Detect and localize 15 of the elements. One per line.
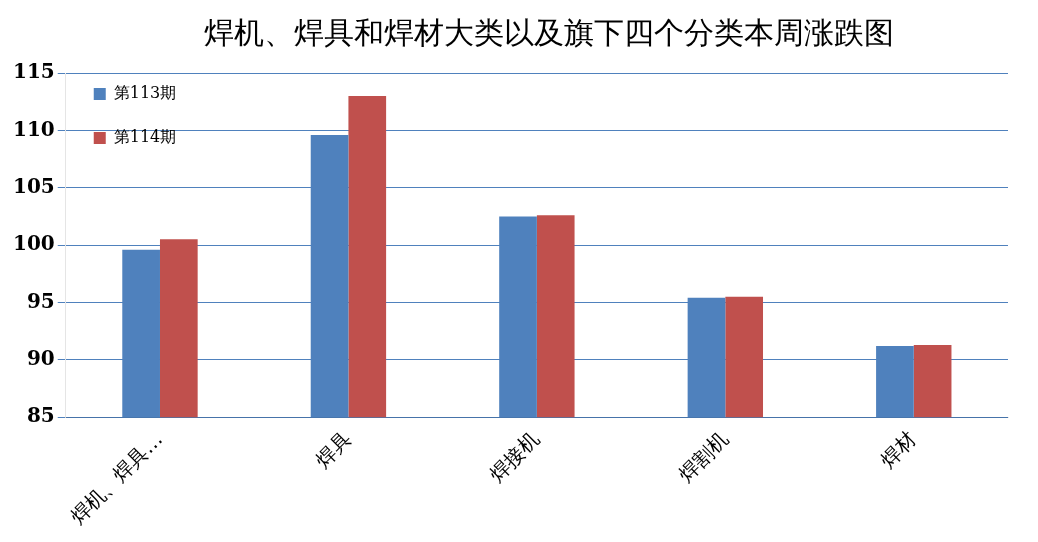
x-tick-label: 焊材 [875, 426, 921, 473]
y-tick-label: 95 [26, 288, 55, 313]
y-tick-label: 115 [13, 59, 55, 84]
y-tick-label: 85 [26, 403, 55, 428]
y-tick-label: 90 [26, 346, 55, 371]
x-tick-label: 焊机、焊具… [65, 426, 168, 529]
y-tick-label: 100 [13, 231, 55, 256]
y-tick-label: 110 [13, 116, 55, 141]
x-tick-label: 焊具 [310, 426, 356, 473]
y-tick-label: 105 [13, 173, 55, 198]
legend-label: 第113期 [113, 83, 177, 103]
legend-label: 第114期 [113, 127, 177, 147]
x-tick-label: 焊割机 [673, 426, 733, 487]
chart-title: 焊机、焊具和焊材大类以及旗下四个分类本周涨跌图 [203, 14, 895, 52]
x-tick-label: 焊接机 [484, 426, 545, 487]
